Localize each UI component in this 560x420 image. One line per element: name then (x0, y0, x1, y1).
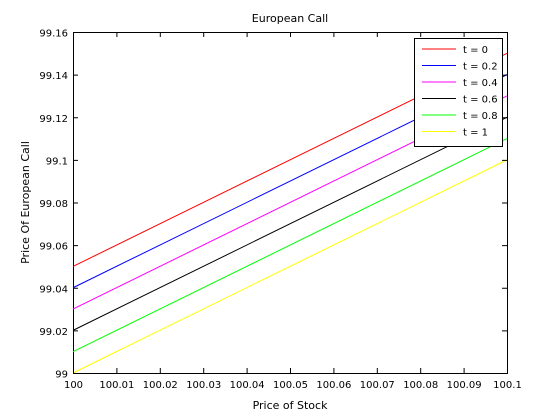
y-tick-label: 99.02 (39, 327, 68, 338)
axis-ticks: 100 100.01 100.02 100.03 100.04 100.05 100.06 1… (39, 29, 521, 392)
x-tick-label: 100.1 (493, 380, 522, 391)
y-tick-label: 99.04 (39, 284, 68, 295)
series-line-4 (72, 138, 508, 353)
x-tick-label: 100.02 (143, 380, 178, 391)
legend-label-2: t = 0.4 (463, 78, 498, 89)
legend-label-5: t = 1 (463, 128, 488, 139)
y-tick-label: 99.12 (39, 114, 68, 125)
y-tick-label: 99.16 (39, 29, 68, 40)
x-tick-label: 100.06 (316, 380, 351, 391)
x-tick-label: 100 (64, 380, 83, 391)
x-tick-label: 100.01 (99, 380, 134, 391)
x-tick-label: 100.04 (230, 380, 265, 391)
y-tick-label: 99.08 (39, 199, 68, 210)
y-tick-label: 99.14 (39, 71, 68, 82)
series-line-5 (72, 159, 508, 374)
y-axis-title: Price Of European Call (19, 141, 32, 264)
legend-label-0: t = 0 (463, 45, 488, 56)
y-tick-label: 99.06 (39, 242, 68, 253)
legend-label-4: t = 0.8 (463, 111, 498, 122)
x-tick-label: 100.05 (273, 380, 308, 391)
x-tick-label: 100.08 (403, 380, 438, 391)
x-tick-label: 100.03 (186, 380, 221, 391)
y-tick-label: 99.1 (46, 156, 68, 167)
legend: t = 0 t = 0.2 t = 0.4 t = 0.6 t = 0.8 t = 1 (414, 38, 503, 147)
legend-label-3: t = 0.6 (463, 95, 498, 106)
x-tick-label: 100.07 (360, 380, 395, 391)
y-tick-label: 99 (55, 370, 68, 381)
x-tick-label: 100.09 (447, 380, 482, 391)
legend-box (414, 38, 503, 147)
x-axis-title: Price of Stock (253, 399, 329, 412)
legend-label-1: t = 0.2 (463, 62, 498, 73)
series-line-3 (72, 116, 508, 331)
chart-title: European Call (252, 12, 328, 25)
